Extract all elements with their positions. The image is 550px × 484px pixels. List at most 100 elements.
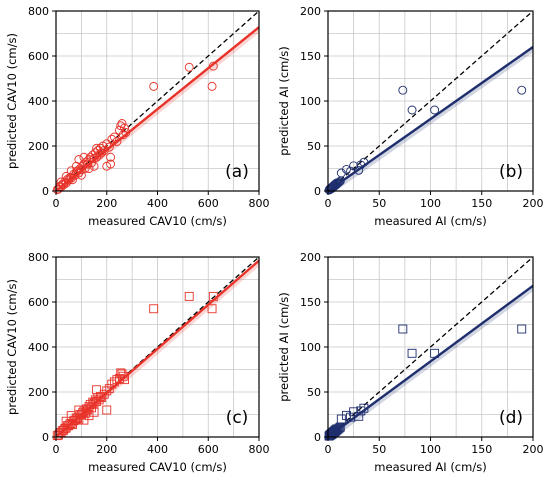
- x-tick-label: 0: [325, 443, 332, 456]
- y-axis-label: predicted AI (cm/s): [277, 292, 291, 402]
- y-tick-label: 200: [28, 386, 49, 399]
- data-point: [112, 137, 122, 146]
- data-point: [76, 170, 86, 180]
- data-point: [74, 155, 84, 164]
- y-tick-label: 150: [300, 296, 321, 309]
- data-point: [85, 152, 95, 162]
- data-point: [92, 143, 102, 153]
- data-point: [92, 385, 102, 395]
- data-point: [333, 178, 343, 188]
- x-axis-label: measured CAV10 (cm/s): [88, 214, 227, 228]
- data-point: [97, 148, 107, 158]
- panel-label: (d): [499, 408, 523, 428]
- y-axis-label: predicted CAV10 (cm/s): [5, 33, 19, 169]
- fit-line: [328, 46, 533, 191]
- x-axis-label: measured AI (cm/s): [374, 214, 486, 228]
- data-point: [61, 171, 71, 181]
- x-tick-label: 800: [249, 197, 270, 210]
- data-point: [349, 407, 359, 417]
- x-tick-label: 150: [471, 443, 492, 456]
- data-point: [207, 81, 217, 91]
- data-point: [354, 411, 364, 421]
- data-point: [66, 411, 76, 421]
- x-axis-label: measured AI (cm/s): [374, 460, 486, 474]
- data-point: [104, 384, 114, 394]
- data-point: [83, 159, 93, 169]
- data-point: [74, 405, 84, 415]
- y-tick-label: 200: [28, 140, 49, 153]
- data-point: [120, 375, 129, 385]
- y-tick-label: 0: [42, 185, 49, 198]
- data-point: [208, 61, 218, 71]
- data-point: [79, 415, 89, 425]
- data-point: [207, 304, 217, 314]
- data-point: [430, 105, 440, 115]
- y-tick-label: 0: [314, 185, 321, 198]
- data-point: [354, 165, 364, 175]
- data-point: [407, 105, 417, 115]
- data-point: [84, 164, 94, 173]
- data-point: [104, 142, 114, 152]
- panel-1: 0 200 400 600 800 0 200 400 600 800 measured CAV10…: [5, 5, 270, 228]
- points-group: [324, 324, 527, 441]
- points-group: [324, 85, 527, 195]
- data-point: [92, 152, 102, 162]
- data-point: [106, 159, 116, 169]
- x-tick-label: 150: [471, 197, 492, 210]
- data-point: [71, 161, 81, 171]
- x-tick-label: 600: [198, 197, 219, 210]
- points-group: [52, 291, 218, 441]
- data-point: [407, 348, 417, 358]
- data-point: [117, 119, 127, 128]
- panel-2: 0 50 100 150 200 0 50 100 150 200 measured AI (cm/…: [277, 5, 544, 228]
- data-point: [107, 379, 117, 389]
- data-point: [106, 152, 116, 162]
- data-point: [102, 405, 112, 415]
- data-point: [332, 425, 342, 435]
- reference-line-1to1: [56, 257, 259, 437]
- reference-line-1to1: [328, 257, 533, 437]
- data-point: [356, 160, 366, 170]
- x-tick-label: 400: [147, 443, 168, 456]
- panel-label: (b): [499, 162, 523, 182]
- data-point: [118, 130, 128, 140]
- y-axis-label: predicted AI (cm/s): [277, 46, 291, 156]
- data-point: [117, 369, 127, 379]
- data-point: [89, 407, 99, 417]
- y-tick-label: 600: [28, 296, 49, 309]
- y-tick-label: 400: [28, 95, 49, 108]
- panel-label: (a): [225, 162, 249, 182]
- data-point: [349, 161, 359, 171]
- reference-line-1to1: [328, 11, 533, 191]
- reference-line-1to1: [56, 11, 259, 191]
- fit-line-shadow: [328, 48, 533, 191]
- y-tick-label: 50: [307, 386, 321, 399]
- y-tick-label: 0: [314, 431, 321, 444]
- data-point: [84, 411, 94, 421]
- x-axis-label: measured CAV10 (cm/s): [88, 460, 227, 474]
- data-point: [184, 62, 194, 72]
- panel-3: 0 200 400 600 800 0 200 400 600 800 measured CAV10…: [5, 251, 270, 474]
- data-point: [56, 177, 66, 187]
- x-tick-label: 100: [420, 197, 441, 210]
- data-point: [149, 81, 159, 91]
- data-point: [109, 132, 119, 142]
- data-point: [333, 424, 343, 434]
- data-point: [99, 389, 109, 399]
- x-tick-label: 100: [420, 443, 441, 456]
- y-tick-label: 0: [42, 431, 49, 444]
- y-tick-label: 400: [28, 341, 49, 354]
- x-tick-label: 200: [96, 443, 117, 456]
- data-point: [398, 85, 408, 95]
- data-point: [80, 164, 90, 173]
- data-point: [430, 348, 440, 358]
- data-point: [66, 166, 76, 176]
- y-tick-label: 800: [28, 251, 49, 264]
- data-point: [94, 150, 104, 160]
- data-point: [102, 386, 112, 396]
- data-point: [89, 161, 99, 171]
- data-point: [517, 85, 527, 95]
- panel-label: (c): [226, 408, 249, 428]
- x-tick-label: 200: [96, 197, 117, 210]
